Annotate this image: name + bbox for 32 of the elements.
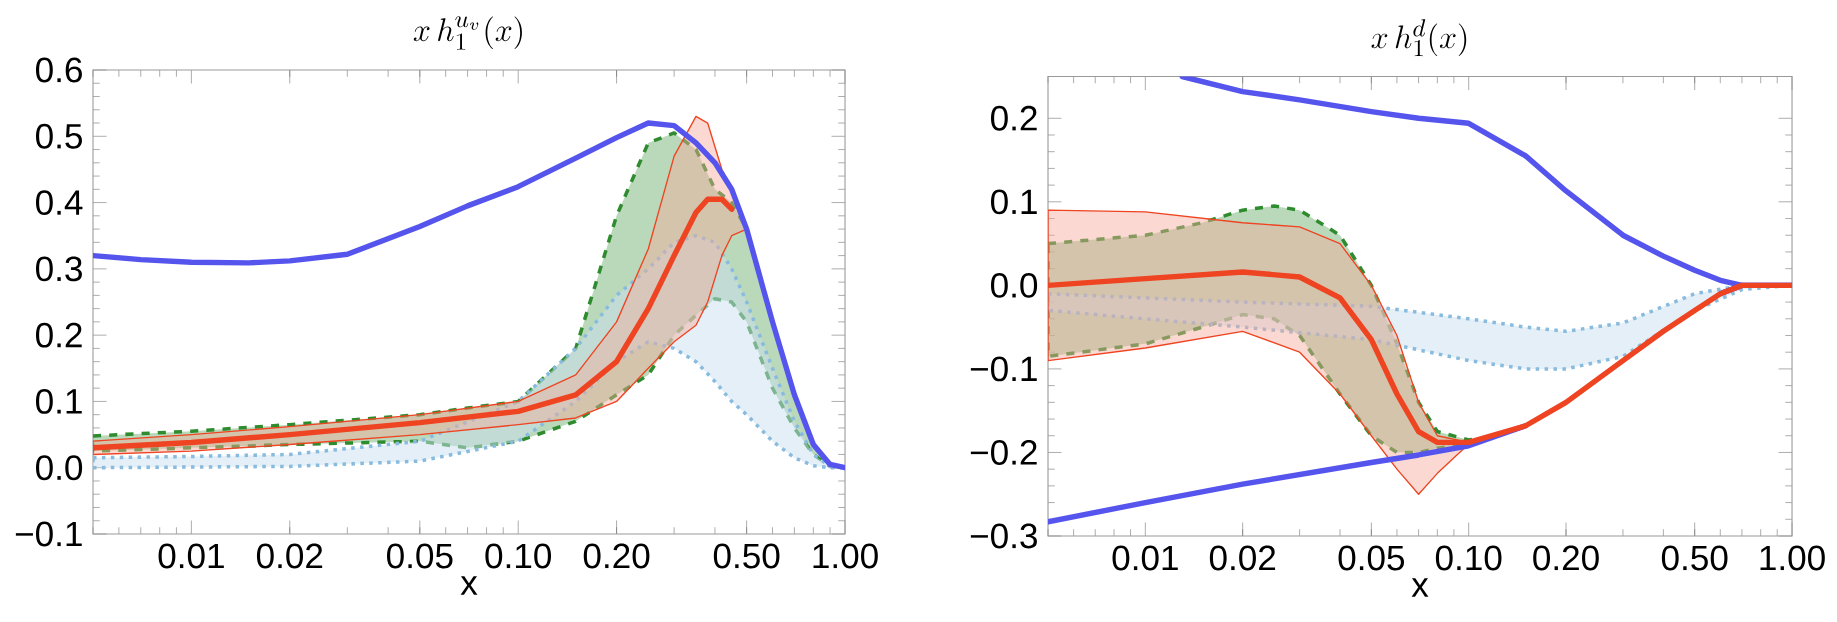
x-tick-label: 0.05 bbox=[1338, 545, 1405, 571]
chart-title: $x\, h_1^{d}(x)$ bbox=[1371, 19, 1467, 57]
y-tick-label: 0.0 bbox=[35, 455, 83, 481]
x-tick-label: 0.10 bbox=[1435, 545, 1502, 571]
x-tick-label: 0.02 bbox=[1209, 545, 1276, 571]
x-tick-label: 0.05 bbox=[387, 543, 453, 569]
y-tick-label: 0.5 bbox=[35, 123, 82, 149]
x-tick-label: 0.20 bbox=[1533, 545, 1599, 571]
y-tick-label: 0.6 bbox=[35, 57, 82, 83]
y-tick-label: 0.1 bbox=[991, 189, 1037, 215]
x-tick-label: 0.10 bbox=[485, 543, 552, 569]
x-tick-label: 0.50 bbox=[713, 543, 780, 569]
y-tick-label: −0.1 bbox=[970, 356, 1037, 382]
y-tick-label: 0.2 bbox=[991, 105, 1037, 131]
x-tick-label: 1.00 bbox=[813, 543, 878, 569]
x-axis-title: x bbox=[460, 576, 478, 595]
y-tick-label: 0.0 bbox=[991, 272, 1038, 298]
y-tick-label: −0.3 bbox=[970, 523, 1037, 549]
x-tick-label: 0.20 bbox=[583, 543, 650, 569]
y-tick-label: 0.4 bbox=[35, 190, 83, 215]
y-tick-label: 0.1 bbox=[35, 388, 82, 414]
x-axis-title: x bbox=[1411, 578, 1429, 597]
y-tick-label: −0.2 bbox=[970, 440, 1037, 465]
x-tick-label: 0.01 bbox=[158, 543, 224, 569]
x-tick-label: 0.02 bbox=[256, 543, 323, 569]
chart-title: $x\, h_1^{u_v}(x)$ bbox=[413, 16, 522, 50]
y-tick-label: −0.1 bbox=[15, 521, 82, 547]
y-tick-label: 0.2 bbox=[35, 322, 82, 348]
x-tick-label: 0.50 bbox=[1661, 545, 1728, 571]
x-tick-label: 1.00 bbox=[1760, 545, 1825, 571]
y-tick-label: 0.3 bbox=[35, 256, 82, 282]
x-tick-label: 0.01 bbox=[1112, 545, 1178, 571]
